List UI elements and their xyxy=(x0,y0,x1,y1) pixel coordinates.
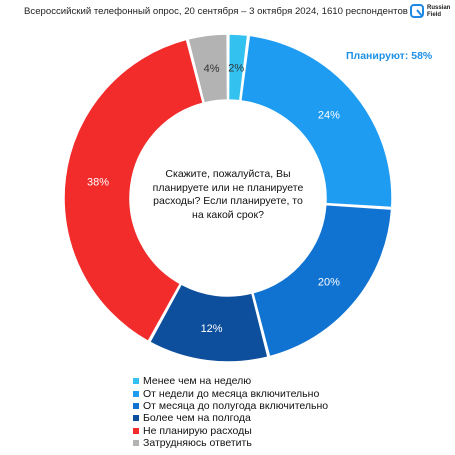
legend-swatch-2 xyxy=(133,402,139,409)
donut-slice-2 xyxy=(251,203,393,358)
legend-swatch-4 xyxy=(133,427,139,434)
slice-value-label-4: 38% xyxy=(87,177,109,189)
legend-item-2: От месяца до полугода включительно xyxy=(133,400,328,412)
slice-value-label-2: 20% xyxy=(318,277,340,289)
donut-slice-5 xyxy=(187,33,229,104)
survey-question: Скажите, пожалуйста, Вы планируете или н… xyxy=(152,168,304,221)
donut-slice-4 xyxy=(63,38,205,343)
legend-item-4: Не планирую расходы xyxy=(133,425,328,437)
brand-logo: Russian Field xyxy=(410,4,450,28)
legend-label-1: От недели до месяца включительно xyxy=(143,387,320,400)
legend-item-1: От недели до месяца включительно xyxy=(133,387,328,400)
donut-chart: 2% 24% 20% 12% 38% 4% xyxy=(63,33,393,363)
legend-swatch-3 xyxy=(133,415,139,422)
logo-line-1: Russian xyxy=(427,5,451,11)
legend-swatch-5 xyxy=(133,440,139,447)
brand-logo-text: Russian Field xyxy=(427,5,450,19)
legend-swatch-0 xyxy=(133,378,139,385)
planned-total-annotation: Планируют: 58% xyxy=(346,50,433,62)
legend-label-0: Менее чем на неделю xyxy=(143,375,252,388)
legend-label-3: Более чем на полгода xyxy=(143,412,251,425)
russian-field-logo-icon xyxy=(410,4,424,18)
slice-value-label-1: 24% xyxy=(318,109,340,121)
donut-slice-0 xyxy=(227,33,249,102)
slice-value-label-5: 4% xyxy=(204,63,220,75)
legend-swatch-1 xyxy=(133,390,139,397)
chart-header: Всероссийский телефонный опрос, 20 сентя… xyxy=(24,6,408,17)
slice-value-label-0: 2% xyxy=(228,62,244,74)
donut-slice-3 xyxy=(148,283,269,363)
legend-label-5: Затрудняюсь ответить xyxy=(143,437,252,450)
legend-label-4: Не планирую расходы xyxy=(143,424,252,437)
donut-slice-1 xyxy=(239,34,393,209)
legend-item-0: Менее чем на неделю xyxy=(133,375,328,387)
legend-item-3: Более чем на полгода xyxy=(133,412,328,424)
chart-legend: Менее чем на неделю От недели до месяца в… xyxy=(133,375,328,449)
legend-item-5: Затрудняюсь ответить xyxy=(133,437,328,449)
slice-value-label-3: 12% xyxy=(201,323,223,335)
logo-line-2: Field xyxy=(427,12,442,18)
legend-label-2: От месяца до полугода включительно xyxy=(143,399,329,412)
